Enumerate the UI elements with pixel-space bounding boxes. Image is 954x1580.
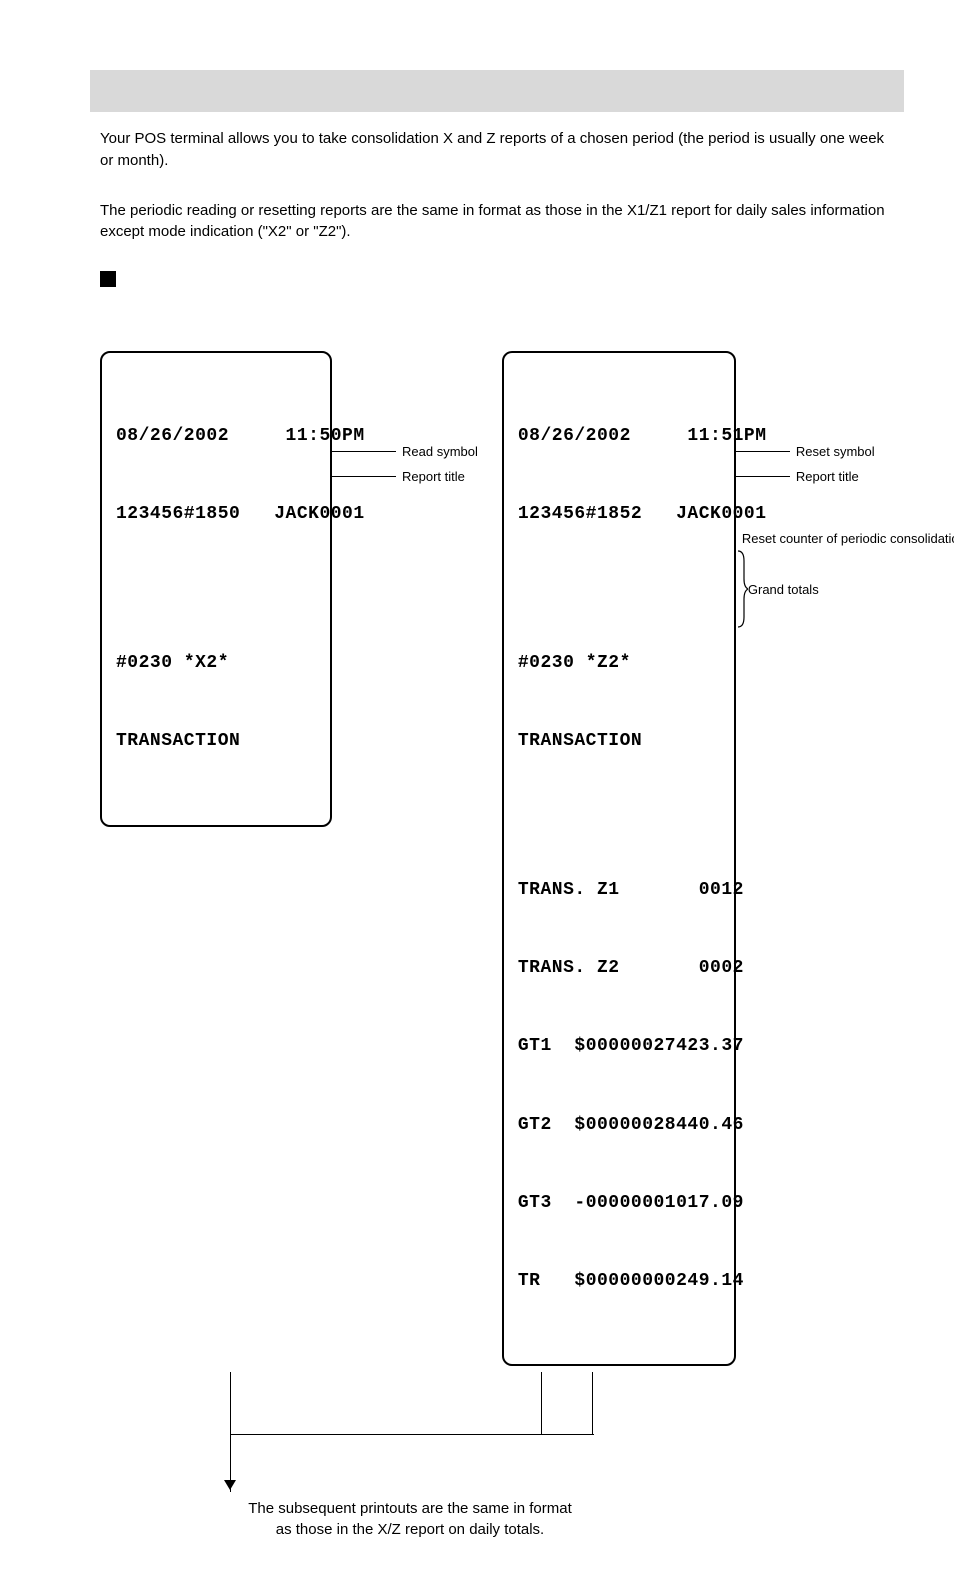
z-gt3-val: -00000001017.09 xyxy=(574,1193,744,1213)
z-title: TRANSACTION xyxy=(518,728,720,754)
header-bar xyxy=(90,70,904,112)
z-line3: #0230 *Z2* xyxy=(518,650,720,676)
footer-line2: as those in the X/Z report on daily tota… xyxy=(130,1519,690,1540)
z-tr-val: $00000000249.14 xyxy=(574,1271,744,1291)
footer-line1: The subsequent printouts are the same in… xyxy=(130,1498,690,1519)
curly-brace-icon xyxy=(736,549,748,629)
z-annotations: Reset symbol Report title Reset counter … xyxy=(746,351,916,629)
z-line1: 08/26/2002 11:51PM xyxy=(518,423,720,449)
z-trans-z1: TRANS. Z1 0012 xyxy=(518,877,720,903)
x-line1: 08/26/2002 11:50PM xyxy=(116,423,316,449)
intro-paragraph: Your POS terminal allows you to take con… xyxy=(100,128,894,172)
z-trans-z2: TRANS. Z2 0002 xyxy=(518,955,720,981)
x-serial: 123456#1850 xyxy=(116,504,240,524)
x-sample-receipt: 08/26/2002 11:50PM 123456#1850 JACK0001 … xyxy=(100,351,332,827)
z-symbol: *Z2* xyxy=(586,653,631,673)
x-line3: #0230 *X2* xyxy=(116,650,316,676)
z-tr-lbl: TR xyxy=(518,1271,541,1291)
z-gt1-lbl: GT1 xyxy=(518,1036,552,1056)
drop-lines xyxy=(100,1372,894,1492)
z-gt2-lbl: GT2 xyxy=(518,1115,552,1135)
x-code: #0230 xyxy=(116,653,173,673)
bullet-square-icon xyxy=(100,271,116,287)
z-code: #0230 xyxy=(518,653,575,673)
z-annot-reset-counter: Reset counter of periodic consolidation xyxy=(736,531,954,547)
x-date: 08/26/2002 xyxy=(116,426,229,446)
x-user: JACK0001 xyxy=(274,504,364,524)
z-gt3-lbl: GT3 xyxy=(518,1193,552,1213)
z-trans-z1-lbl: TRANS. Z1 xyxy=(518,880,620,900)
x-line2: 123456#1850 JACK0001 xyxy=(116,501,316,527)
x-annotations: Read symbol Report title xyxy=(342,351,478,484)
sample-row: 08/26/2002 11:50PM 123456#1850 JACK0001 … xyxy=(100,351,894,1366)
z-gt2: GT2 $00000028440.46 xyxy=(518,1112,720,1138)
z-trans-z2-lbl: TRANS. Z2 xyxy=(518,958,620,978)
z-gt3: GT3 -00000001017.09 xyxy=(518,1190,720,1216)
z-gt2-val: $00000028440.46 xyxy=(574,1115,744,1135)
second-paragraph: The periodic reading or resetting report… xyxy=(100,200,894,244)
z-trans-z2-val: 0002 xyxy=(699,958,744,978)
footer-note: The subsequent printouts are the same in… xyxy=(130,1498,690,1540)
z-tr: TR $00000000249.14 xyxy=(518,1268,720,1294)
x-symbol: *X2* xyxy=(184,653,229,673)
z-trans-z1-val: 0012 xyxy=(699,880,744,900)
z-annot-grand-totals: Grand totals xyxy=(748,582,819,597)
z-gt1: GT1 $00000027423.37 xyxy=(518,1033,720,1059)
z-annot-reset-symbol: Reset symbol xyxy=(790,444,875,459)
z-sample-receipt: 08/26/2002 11:51PM 123456#1852 JACK0001 … xyxy=(502,351,736,1366)
x-title: TRANSACTION xyxy=(116,728,316,754)
z-serial: 123456#1852 xyxy=(518,504,642,524)
z-annot-report-title: Report title xyxy=(790,469,859,484)
x-annot-read-symbol: Read symbol xyxy=(396,444,478,459)
z-date: 08/26/2002 xyxy=(518,426,631,446)
z-line2: 123456#1852 JACK0001 xyxy=(518,501,720,527)
z-gt1-val: $00000027423.37 xyxy=(574,1036,744,1056)
x-annot-report-title: Report title xyxy=(396,469,465,484)
